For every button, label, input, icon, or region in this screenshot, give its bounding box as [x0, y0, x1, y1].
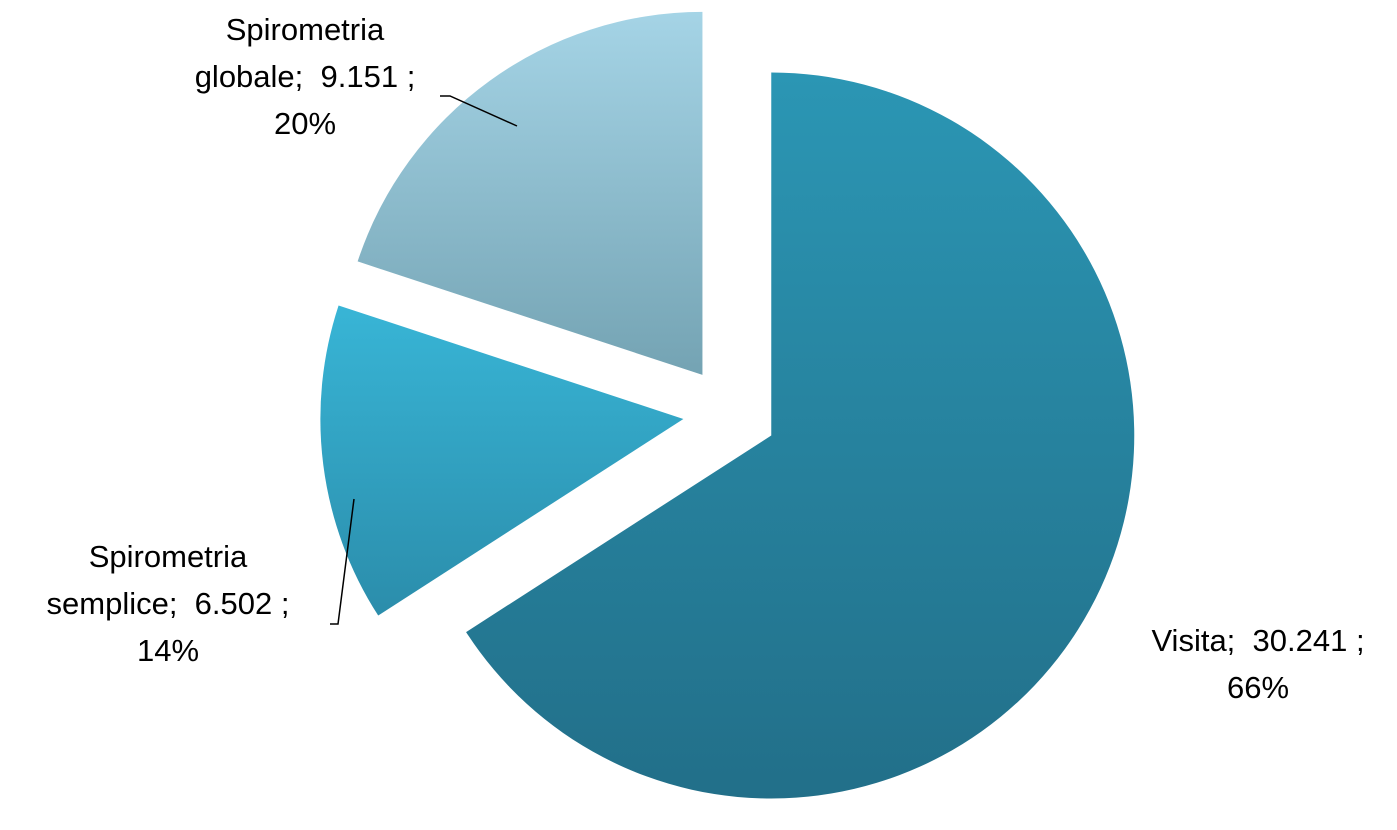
slice-data-label: Visita; 30.241 ; 66%	[1151, 623, 1364, 705]
slice-data-label: Spirometria semplice; 6.502 ; 14%	[47, 539, 290, 668]
pie-slice	[357, 11, 703, 375]
leader-line	[330, 498, 355, 625]
leader-line	[440, 95, 518, 127]
pie-slice	[320, 305, 684, 616]
pie-slice	[466, 72, 1135, 799]
slice-data-label: Spirometria globale; 9.151 ; 20%	[195, 12, 416, 141]
